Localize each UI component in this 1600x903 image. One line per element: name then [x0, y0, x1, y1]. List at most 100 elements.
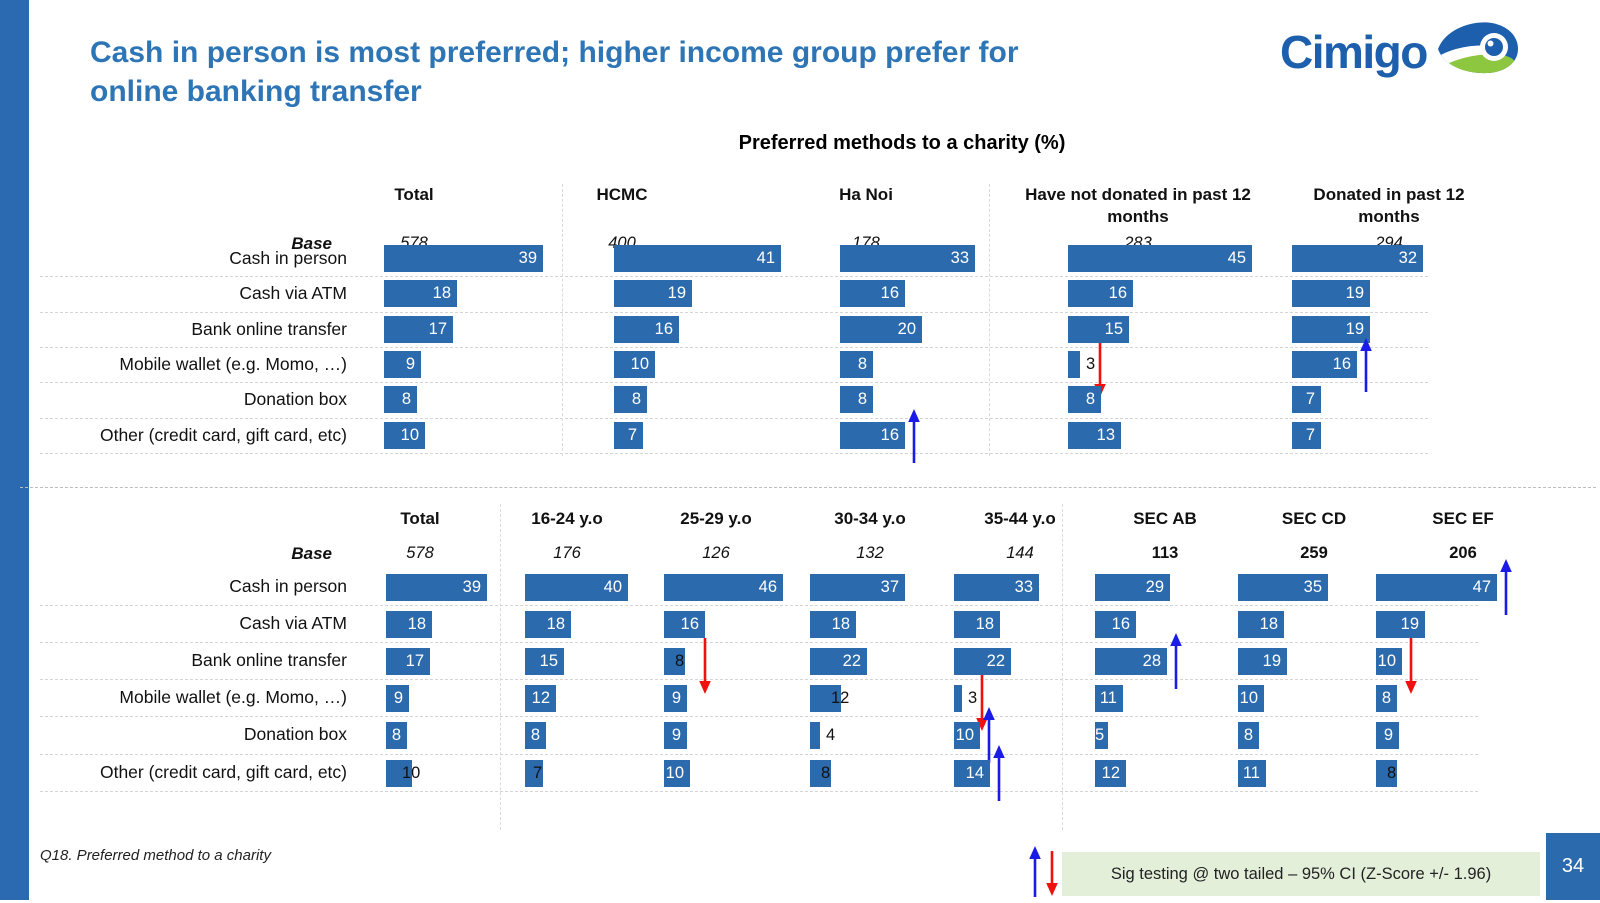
bar	[384, 386, 417, 414]
bar	[840, 315, 922, 343]
sig-arrow-down	[1045, 850, 1059, 896]
bar	[664, 648, 685, 676]
bar	[386, 685, 409, 713]
bar	[386, 759, 412, 787]
bar-value-label: 35	[1303, 578, 1322, 596]
bar-value-label: 16	[680, 615, 699, 634]
bar-value-label: 8	[857, 390, 867, 409]
bar-value-label: 7	[533, 763, 543, 782]
row-label: Other (credit card, gift card, etc)	[99, 424, 347, 445]
bar	[1068, 245, 1252, 272]
bar	[525, 648, 564, 676]
logo-eye-icon	[1436, 20, 1520, 83]
bar-value-label: 13	[1096, 425, 1115, 444]
base-row-label: Base	[291, 234, 332, 253]
bar	[1095, 722, 1108, 750]
bar	[1292, 280, 1370, 308]
bar	[386, 722, 407, 750]
bar	[664, 722, 687, 750]
row-label: Bank online transfer	[191, 650, 347, 671]
bar-value-label: 3	[968, 689, 978, 708]
bar-value-label: 16	[1332, 354, 1351, 373]
bar-value-label: 7	[1305, 390, 1315, 409]
page-number: 34	[1546, 833, 1600, 900]
bar	[525, 685, 556, 713]
bar-value-label: 22	[986, 652, 1005, 671]
bar-value-label: 41	[756, 249, 775, 267]
bar-value-label: 22	[842, 652, 861, 671]
grid-line	[40, 716, 1478, 718]
bar	[1095, 759, 1126, 787]
bar	[1068, 421, 1121, 449]
bar	[810, 759, 831, 787]
bar	[614, 386, 647, 414]
sig-arrow-up	[982, 707, 996, 764]
bar	[614, 280, 692, 308]
bar	[1376, 574, 1497, 601]
bar	[954, 574, 1039, 601]
bar	[1068, 280, 1133, 308]
bar	[810, 648, 867, 676]
base-value: 400	[608, 234, 636, 252]
column-separator	[1062, 504, 1063, 830]
bar-value-label: 18	[1259, 615, 1278, 634]
bar	[664, 611, 705, 639]
bar	[1376, 685, 1397, 713]
bar-value-label: 19	[1345, 319, 1364, 338]
base-value: 294	[1375, 234, 1403, 252]
bar	[664, 759, 690, 787]
bar	[386, 611, 432, 639]
sig-arrow-up	[907, 408, 921, 464]
column-header: SEC EF	[1432, 509, 1494, 528]
bar	[810, 722, 820, 750]
bar	[1238, 648, 1287, 676]
bar-value-label: 9	[671, 726, 681, 745]
bar-value-label: 11	[1099, 689, 1117, 708]
bar	[384, 315, 453, 343]
bar	[840, 350, 873, 378]
base-value: 283	[1124, 234, 1152, 252]
sig-note-box: Sig testing @ two tailed – 95% CI (Z-Sco…	[1062, 852, 1540, 896]
bar	[1292, 350, 1357, 378]
bar	[1292, 386, 1321, 414]
row-label: Other (credit card, gift card, etc)	[99, 761, 347, 782]
grid-line	[40, 642, 1478, 644]
row-label: Cash in person	[229, 248, 347, 269]
bar	[614, 421, 643, 449]
bar	[384, 421, 425, 449]
bar	[1376, 722, 1399, 750]
bar	[810, 685, 841, 713]
bar	[614, 315, 679, 343]
bar-value-label: 18	[407, 615, 426, 634]
bar-value-label: 12	[1101, 763, 1120, 782]
bar-value-label: 18	[546, 615, 565, 634]
bar	[614, 350, 655, 378]
sig-arrow-up	[1499, 559, 1513, 616]
bar	[810, 611, 856, 639]
bar-value-label: 12	[831, 689, 850, 708]
bar-value-label: 8	[1381, 689, 1391, 708]
bar	[384, 350, 421, 378]
base-value: 144	[1006, 544, 1034, 562]
bar-value-label: 18	[975, 615, 994, 634]
column-header: Total	[394, 185, 434, 204]
bar-value-label: 19	[1400, 615, 1419, 634]
bar-value-label: 19	[667, 284, 686, 303]
bar	[1095, 685, 1123, 713]
bar-value-label: 16	[654, 319, 673, 338]
bar-value-label: 8	[631, 390, 641, 409]
grid-line	[40, 276, 1428, 278]
row-label: Bank online transfer	[191, 318, 347, 339]
base-row-label: Base	[291, 544, 332, 563]
sig-arrow-down	[1093, 342, 1107, 397]
bar	[1238, 685, 1264, 713]
column-header: 16-24 y.o	[531, 509, 603, 528]
bar-value-label: 9	[671, 689, 681, 708]
base-value: 206	[1449, 544, 1477, 562]
base-value: 126	[702, 544, 730, 562]
slide-title: Cash in person is most preferred; higher…	[90, 33, 1240, 111]
bar-value-label: 7	[627, 425, 637, 444]
bar	[525, 611, 571, 639]
bar-value-label: 19	[1262, 652, 1281, 671]
bar	[1095, 574, 1170, 601]
